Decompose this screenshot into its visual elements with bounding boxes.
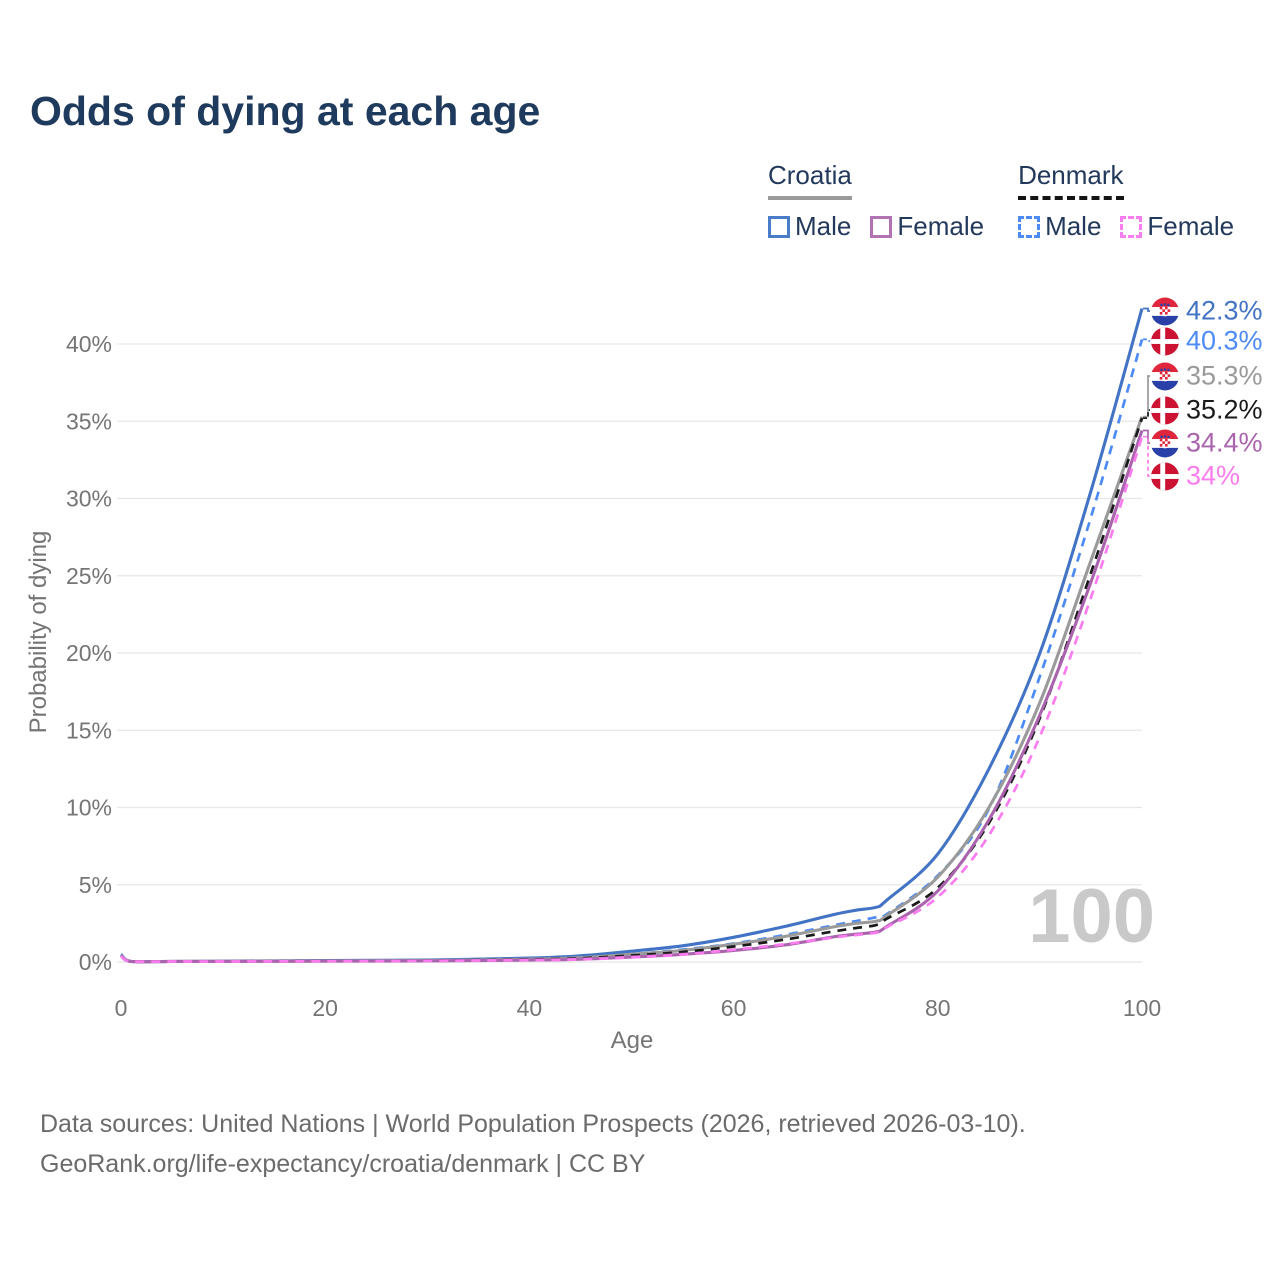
croatia-male-swatch-icon — [768, 215, 790, 238]
gridlines — [117, 343, 1142, 963]
legend-label: Male — [1045, 211, 1102, 241]
leader-line — [1143, 307, 1150, 312]
legend-label: Male — [795, 211, 852, 241]
leader-line — [1143, 429, 1150, 444]
croatia-female-swatch-icon — [870, 215, 893, 238]
y-tick-label: 20% — [66, 640, 112, 666]
legend-item-denmark-male[interactable]: Male — [1018, 211, 1101, 242]
legend-item-croatia-male[interactable]: Male — [768, 211, 851, 242]
legend-label: Female — [1147, 211, 1235, 241]
y-tick-label: 0% — [79, 949, 112, 975]
x-axis-ticks: 0 20 40 60 80 100 — [115, 995, 1162, 1021]
y-tick-label: 15% — [66, 717, 112, 743]
y-tick-label: 30% — [66, 486, 112, 512]
x-tick-label: 100 — [1123, 995, 1161, 1021]
y-tick-label: 10% — [66, 795, 112, 821]
series-line-croatia-female[interactable] — [119, 430, 1144, 964]
x-tick-label: 80 — [925, 995, 951, 1021]
legend-denmark-header[interactable]: Denmark — [1018, 160, 1124, 200]
series-line-denmark-both-sexes[interactable] — [120, 417, 1144, 964]
footer-line-2: GeoRank.org/life-expectancy/croatia/denm… — [40, 1150, 646, 1178]
y-axis-title: Probability of dying — [25, 531, 52, 734]
x-tick-label: 20 — [312, 995, 338, 1021]
series-line-denmark-male[interactable] — [120, 339, 1144, 964]
denmark-female-swatch-icon — [1120, 215, 1143, 238]
footer-line-1: Data sources: United Nations | World Pop… — [40, 1110, 1026, 1138]
legend-group-denmark: Denmark Male Female — [1018, 160, 1234, 242]
x-tick-label: 0 — [115, 995, 128, 1021]
age-hover-readout: 100 — [1028, 874, 1155, 959]
leader-line — [1143, 375, 1150, 418]
y-axis-ticks: 0% 5% 10% 15% 20% 25% 30% 35% 40% — [66, 331, 112, 975]
legend-label: Female — [897, 211, 985, 241]
x-tick-label: 40 — [517, 995, 543, 1021]
x-axis-title: Age — [611, 1027, 654, 1054]
y-tick-label: 25% — [66, 563, 112, 589]
leader-line — [1143, 435, 1150, 477]
series-line-denmark-female[interactable] — [120, 436, 1144, 964]
leader-line — [1143, 338, 1150, 342]
legend: Croatia Male Female Denmark Male — [768, 160, 1234, 242]
denmark-male-swatch-icon — [1018, 215, 1041, 238]
legend-group-croatia: Croatia Male Female — [768, 160, 984, 242]
page-title: Odds of dying at each age — [30, 88, 541, 134]
legend-croatia-header[interactable]: Croatia — [768, 160, 852, 200]
legend-item-denmark-female[interactable]: Female — [1120, 211, 1234, 242]
x-tick-label: 60 — [721, 995, 747, 1021]
footer: Data sources: United Nations | World Pop… — [40, 1104, 1026, 1184]
y-tick-label: 40% — [66, 331, 112, 357]
legend-item-croatia-female[interactable]: Female — [870, 211, 984, 242]
series-lines — [119, 308, 1144, 964]
series-line-croatia-male[interactable] — [119, 308, 1144, 964]
leader-lines — [1143, 307, 1150, 477]
y-tick-label: 5% — [79, 872, 112, 898]
y-tick-label: 35% — [66, 408, 112, 434]
leader-line — [1143, 409, 1150, 420]
